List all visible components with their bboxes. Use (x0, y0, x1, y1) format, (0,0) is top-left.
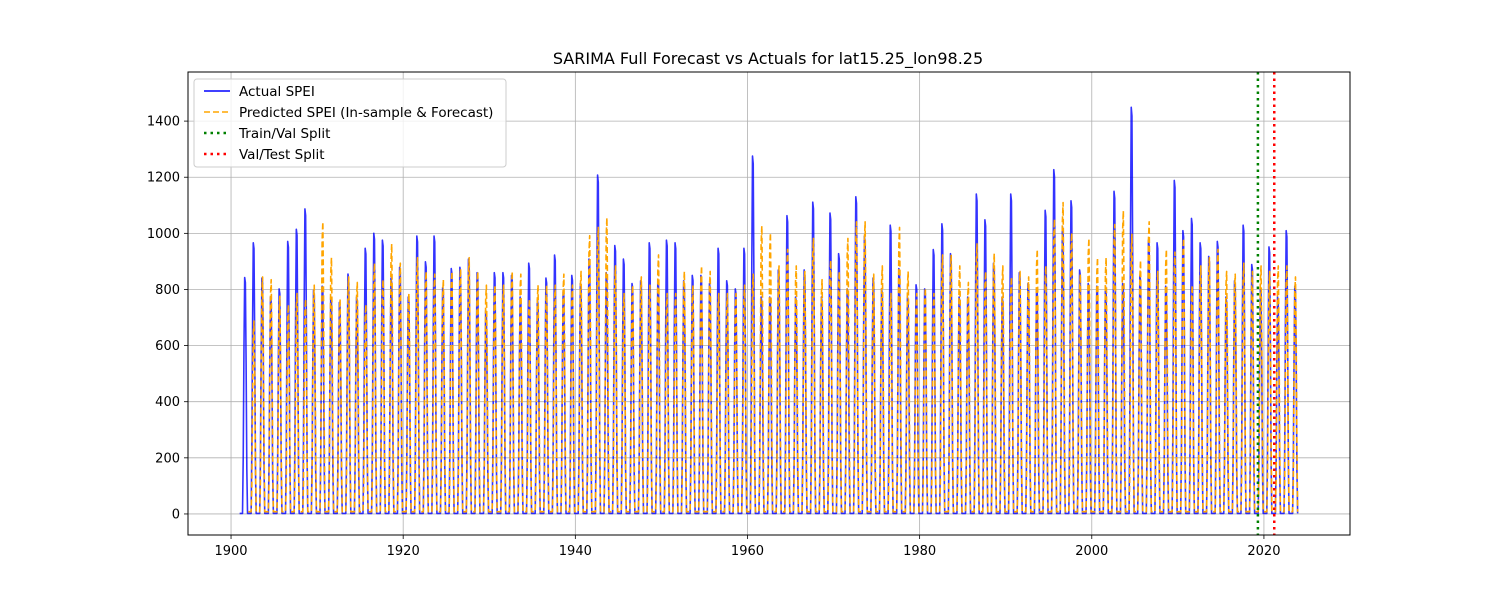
x-tick-label: 1940 (559, 544, 592, 559)
y-tick-label: 400 (155, 395, 180, 410)
y-tick-label: 200 (155, 451, 180, 466)
legend-actual-label: Actual SPEI (239, 84, 315, 100)
legend: Actual SPEI Predicted SPEI (In-sample & F… (193, 78, 507, 168)
y-tick-label: 600 (155, 339, 180, 354)
axes-frame (187, 71, 1351, 536)
y-tick-label: 800 (155, 283, 180, 298)
x-tick-label: 2020 (1247, 544, 1280, 559)
legend-val-test-label: Val/Test Split (239, 147, 325, 163)
y-tick-label: 0 (172, 507, 180, 522)
x-tick-label: 1920 (387, 544, 420, 559)
legend-predicted-label: Predicted SPEI (In-sample & Forecast) (239, 105, 493, 121)
x-tick-label: 1960 (731, 544, 764, 559)
legend-box (193, 78, 507, 168)
legend-train-val-label: Train/Val Split (238, 126, 330, 142)
x-tick-label: 1980 (903, 544, 936, 559)
plot-area (239, 72, 1299, 535)
x-tick-label: 1900 (214, 544, 247, 559)
y-axis: 0 200 400 600 800 1000 1200 1400 (147, 115, 188, 522)
x-tick-label: 2000 (1075, 544, 1108, 559)
y-tick-label: 1000 (147, 227, 180, 242)
y-tick-label: 1400 (147, 115, 180, 130)
x-axis: 1900 1920 1940 1960 1980 2000 2020 (214, 535, 1280, 559)
predicted-spei-line (248, 201, 1299, 513)
chart-title: SARIMA Full Forecast vs Actuals for lat1… (553, 49, 983, 69)
y-tick-label: 1200 (147, 171, 180, 186)
